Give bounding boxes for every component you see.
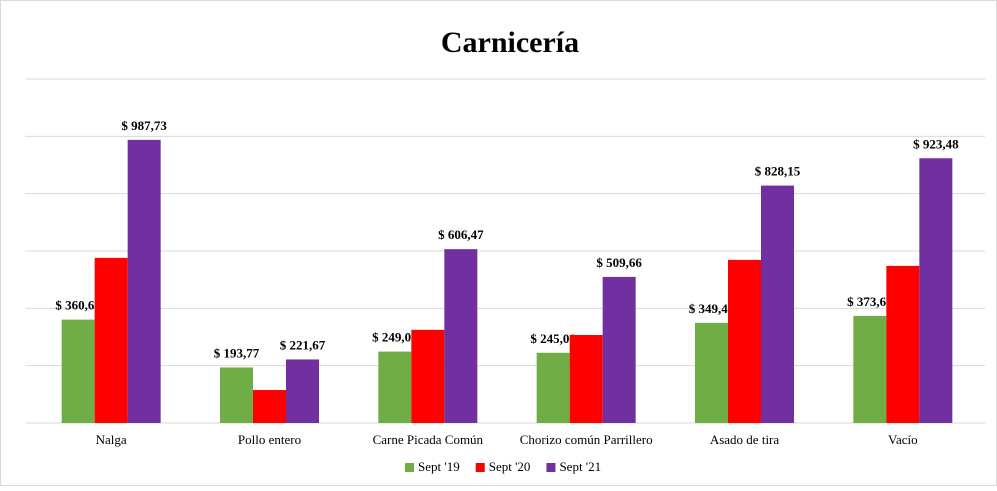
bar	[761, 185, 794, 423]
x-tick-label: Asado de tira	[710, 432, 780, 447]
bar	[94, 257, 128, 423]
bar	[728, 259, 761, 423]
data-label: $ 606,47	[438, 227, 484, 242]
data-label: $ 373,60	[847, 294, 893, 309]
bar	[286, 359, 319, 423]
data-label: $ 828,15	[755, 164, 801, 179]
legend-label: Sept '21	[559, 459, 601, 474]
legend-swatch	[405, 463, 414, 472]
legend-swatch	[475, 463, 485, 472]
bar	[444, 249, 478, 423]
bar	[886, 265, 920, 423]
x-tick-label: Nalga	[96, 432, 127, 447]
bar	[220, 367, 253, 423]
data-label: $ 245,00	[530, 331, 576, 346]
bar	[127, 139, 161, 423]
bar	[602, 276, 636, 423]
data-label: $ 509,66	[596, 255, 642, 270]
x-tick-label: Carne Picada Común	[373, 432, 484, 447]
data-label: $ 360,65	[55, 298, 101, 313]
x-tick-label: Vacío	[888, 432, 918, 447]
data-label: $ 193,77	[214, 345, 260, 360]
bar	[61, 319, 95, 423]
bar	[536, 352, 570, 423]
bar	[853, 315, 887, 423]
data-label: $ 923,48	[913, 136, 959, 151]
bar	[919, 158, 953, 423]
legend-label: Sept '19	[418, 459, 460, 474]
x-tick-label: Chorizo común Parrillero	[520, 432, 653, 447]
bar	[569, 334, 603, 423]
legend-swatch	[546, 463, 556, 472]
x-tick-label: Pollo entero	[238, 432, 301, 447]
data-label: $ 349,47	[689, 301, 735, 316]
bar	[253, 390, 286, 423]
bar	[378, 351, 412, 423]
data-label: $ 249,07	[372, 330, 418, 345]
bar	[695, 322, 728, 423]
data-label: $ 221,67	[280, 337, 326, 352]
bar	[411, 329, 445, 423]
legend-label: Sept '20	[489, 459, 531, 474]
data-label: $ 987,73	[121, 118, 167, 133]
chart-title: Carnicería	[441, 26, 579, 59]
